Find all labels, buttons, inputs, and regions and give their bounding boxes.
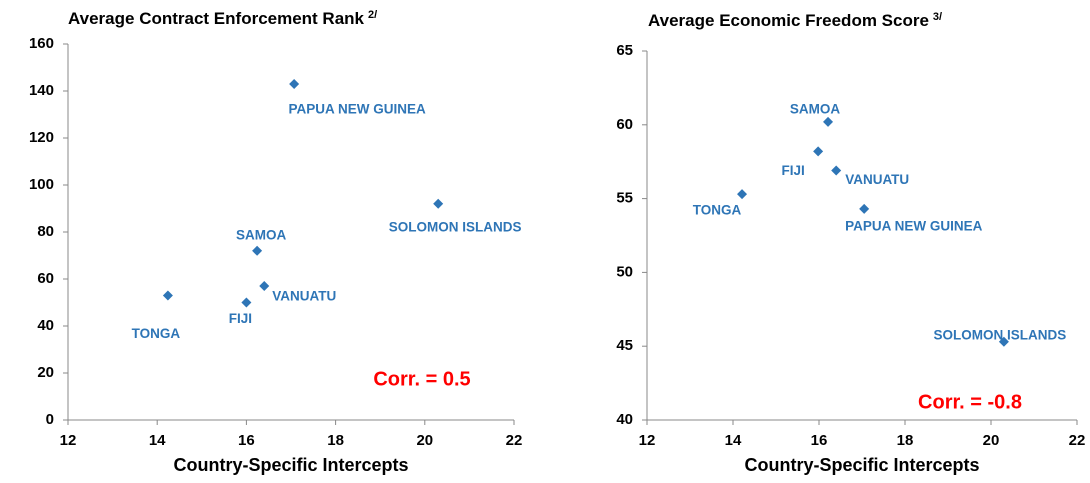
y-tick-label: 40	[37, 317, 54, 334]
y-tick-label: 45	[616, 337, 633, 354]
x-tick-label: 14	[149, 432, 166, 449]
x-tick-label: 18	[897, 432, 914, 449]
point	[289, 78, 300, 89]
y-tick-label: 120	[29, 129, 54, 146]
x-tick-label: 12	[60, 432, 77, 449]
point-label: FIJI	[229, 311, 252, 326]
x-tick-label: 12	[639, 432, 656, 449]
x-tick-label: 18	[327, 432, 344, 449]
x-tick-label: 22	[1069, 432, 1086, 449]
y-tick-label: 20	[37, 364, 54, 381]
point	[813, 146, 824, 157]
point-label: VANUATU	[272, 289, 336, 304]
y-tick-label: 60	[616, 116, 633, 133]
x-tick-label: 16	[811, 432, 828, 449]
annotation: Corr. = 0.5	[373, 368, 470, 390]
point-label: SOLOMON ISLANDS	[389, 219, 522, 234]
point	[823, 116, 834, 127]
point	[259, 281, 270, 292]
point-label: SAMOA	[236, 227, 287, 242]
annotation: Corr. = -0.8	[918, 391, 1022, 413]
point-label: SAMOA	[790, 101, 841, 116]
y-tick-label: 65	[616, 42, 633, 59]
y-tick-label: 80	[37, 223, 54, 240]
point-label: TONGA	[693, 203, 742, 218]
point-label: FIJI	[782, 163, 805, 178]
x-tick-label: 16	[238, 432, 255, 449]
point	[241, 297, 252, 308]
point-label: PAPUA NEW GUINEA	[288, 102, 426, 117]
y-tick-label: 160	[29, 35, 54, 52]
point	[998, 336, 1009, 347]
point	[162, 290, 173, 301]
x-axis-label: Country-Specific Intercepts	[744, 455, 979, 475]
y-tick-label: 100	[29, 176, 54, 193]
title-note: 3/	[933, 11, 942, 23]
y-tick-label: 0	[46, 411, 54, 428]
x-axis-label: Country-Specific Intercepts	[173, 455, 408, 475]
x-tick-label: 20	[416, 432, 433, 449]
y-tick-label: 40	[616, 411, 633, 428]
point	[831, 165, 842, 176]
x-tick-label: 22	[506, 432, 523, 449]
point-label: SOLOMON ISLANDS	[934, 327, 1067, 342]
point	[737, 189, 748, 200]
y-tick-label: 140	[29, 82, 54, 99]
x-tick-label: 20	[983, 432, 1000, 449]
point	[433, 198, 444, 209]
point-label: VANUATU	[845, 172, 909, 187]
point-label: PAPUA NEW GUINEA	[845, 218, 983, 233]
point	[859, 203, 870, 214]
point	[252, 245, 263, 256]
y-tick-label: 50	[616, 263, 633, 280]
y-tick-label: 55	[616, 190, 633, 207]
chart-title: Average Economic Freedom Score 3/	[648, 11, 942, 31]
x-tick-label: 14	[725, 432, 742, 449]
chart-title-text: Average Contract Enforcement Rank	[68, 9, 365, 28]
point-label: TONGA	[132, 326, 181, 341]
chart-title-text: Average Economic Freedom Score	[648, 11, 929, 30]
title-note: 2/	[368, 9, 377, 21]
y-tick-label: 60	[37, 270, 54, 287]
chart-title: Average Contract Enforcement Rank 2/	[68, 9, 377, 29]
